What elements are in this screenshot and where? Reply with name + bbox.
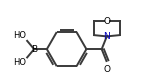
Text: HO: HO — [13, 31, 27, 40]
Text: N: N — [103, 32, 110, 41]
Text: B: B — [31, 45, 37, 54]
Text: O: O — [103, 17, 110, 26]
Text: HO: HO — [13, 59, 27, 67]
Text: O: O — [104, 65, 111, 74]
